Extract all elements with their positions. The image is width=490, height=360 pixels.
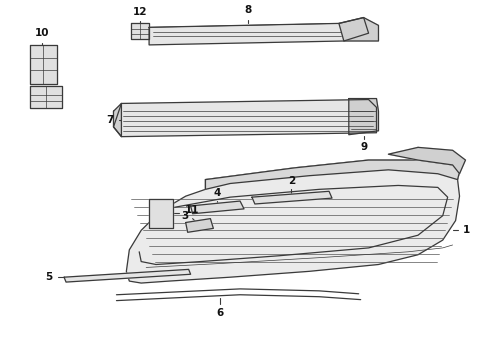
Polygon shape	[389, 147, 465, 174]
Polygon shape	[64, 269, 191, 282]
Text: 8: 8	[245, 5, 251, 15]
Text: 1: 1	[463, 225, 470, 235]
Text: 6: 6	[217, 309, 224, 319]
Polygon shape	[114, 100, 376, 137]
Text: 7: 7	[106, 115, 114, 125]
Polygon shape	[252, 191, 332, 204]
Polygon shape	[339, 18, 378, 41]
Polygon shape	[30, 86, 62, 108]
Polygon shape	[30, 45, 57, 84]
Polygon shape	[205, 160, 460, 189]
Text: 10: 10	[35, 28, 49, 38]
Polygon shape	[149, 199, 173, 228]
Polygon shape	[114, 103, 122, 137]
Text: 9: 9	[360, 143, 367, 153]
Text: 4: 4	[214, 188, 221, 198]
Polygon shape	[149, 18, 368, 45]
Text: 2: 2	[288, 176, 295, 186]
Polygon shape	[186, 219, 213, 232]
Polygon shape	[131, 23, 149, 39]
Text: 11: 11	[185, 205, 199, 215]
Polygon shape	[126, 160, 460, 283]
Text: 12: 12	[133, 6, 147, 17]
Polygon shape	[191, 201, 244, 214]
Text: 5: 5	[45, 272, 52, 282]
Polygon shape	[349, 99, 378, 135]
Text: 3: 3	[181, 211, 189, 221]
